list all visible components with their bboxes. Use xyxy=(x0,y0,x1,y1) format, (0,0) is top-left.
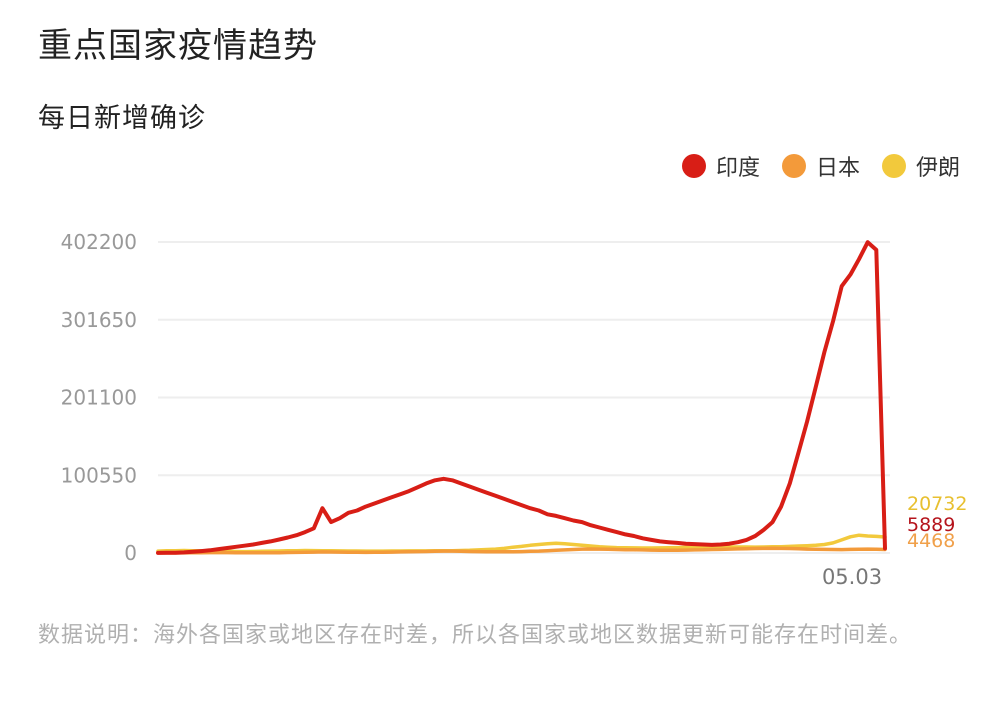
legend-item-iran[interactable]: 伊朗 xyxy=(881,150,960,182)
y-tick-label: 0 xyxy=(124,541,137,565)
page-title: 重点国家疫情趋势 xyxy=(38,26,318,66)
x-tick-label: 05.03 xyxy=(822,565,882,589)
legend-label-japan: 日本 xyxy=(815,156,860,181)
legend-dot-india xyxy=(681,154,706,178)
end-label-japan: 4468 xyxy=(907,530,955,552)
chart-title: 每日新增确诊 xyxy=(38,103,206,134)
chart-legend: 印度 日本 伊朗 xyxy=(681,150,960,182)
legend-label-india: 印度 xyxy=(715,156,760,181)
legend-dot-japan xyxy=(781,154,806,178)
y-tick-label: 201100 xyxy=(61,386,137,410)
legend-label-iran: 伊朗 xyxy=(915,156,960,181)
y-tick-label: 100550 xyxy=(61,463,137,487)
end-label-iran: 20732 xyxy=(907,493,967,515)
legend-dot-iran xyxy=(881,154,906,178)
series-lines xyxy=(156,240,887,555)
series-line-india xyxy=(156,240,887,555)
footnote: 数据说明：海外各国家或地区存在时差，所以各国家或地区数据更新可能存在时间差。 xyxy=(38,623,913,648)
y-tick-label: 402200 xyxy=(61,230,137,254)
series-line-japan xyxy=(156,546,887,555)
legend-item-japan[interactable]: 日本 xyxy=(781,150,860,182)
y-axis-ticks: 402200 301650 201100 100550 0 xyxy=(61,230,137,565)
end-label-india: 5889 xyxy=(907,514,955,536)
y-tick-label: 301650 xyxy=(61,308,137,332)
legend-item-india[interactable]: 印度 xyxy=(681,150,760,182)
